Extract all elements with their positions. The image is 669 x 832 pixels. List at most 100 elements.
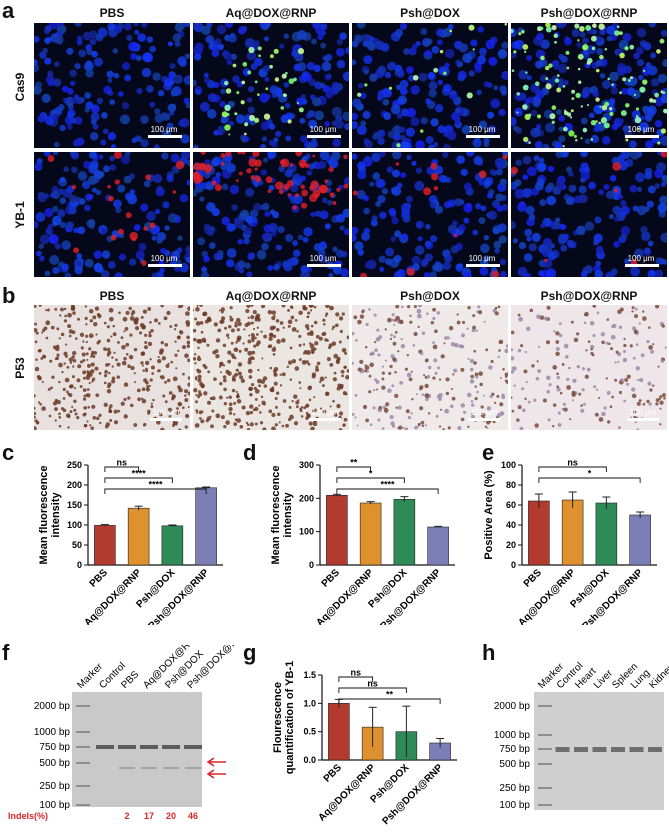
y-axis-label: Positive Area (%) (483, 470, 495, 560)
significance-label: ns (567, 458, 578, 468)
svg-text:100 μm: 100 μm (310, 125, 337, 134)
bar-3 (195, 487, 217, 566)
y-tick-label: 250 (67, 460, 82, 470)
gel-h-ladder-label: 250 bp (499, 783, 530, 794)
p53-ihc-image-3: 100 μm (511, 305, 667, 430)
col-title-pbs-b: PBS (99, 289, 125, 303)
gel-f-ladder-label: 750 bp (39, 742, 70, 753)
col-title-pshrnp-b: Psh@DOX@RNP (540, 289, 638, 303)
svg-text:100 μm: 100 μm (153, 408, 180, 417)
x-tick-label: Aq@DOX@RNP (316, 762, 377, 823)
indels-label: Indels(%) (8, 811, 48, 821)
bar-1 (127, 507, 150, 566)
x-tick-label: Aq@DOX@RNP (516, 567, 577, 625)
yb1-image-0: 100 μm (34, 152, 190, 277)
panel-label-b: b (2, 283, 16, 308)
significance-bracket (336, 466, 372, 472)
indel-value: 20 (166, 811, 176, 821)
significance-label: * (588, 469, 592, 479)
p53-ihc-image-1: 100 μm (193, 305, 349, 430)
yb1-image-2: 100 μm (352, 152, 508, 277)
x-tick-label: Aq@DOX@RNP (82, 567, 143, 625)
y-tick-label: 0 (309, 560, 314, 570)
svg-text:100 μm: 100 μm (469, 254, 496, 263)
y-tick-label: 0.0 (303, 755, 316, 765)
y-axis-label: intensity (282, 492, 294, 538)
svg-text:100 μm: 100 μm (310, 254, 337, 263)
y-tick-label: 0 (511, 560, 516, 570)
gel-f-ladder-label: 250 bp (39, 781, 70, 792)
bar-chart-e: Positive Area (%) 0 20 40 60 80 100 PBSAq@DOX@R… (483, 458, 657, 625)
x-tick-label: Aq@DOX@RNP (314, 567, 375, 625)
bar-chart-c: Mean fluorescence intensity 0 50 100 150 200 25… (38, 458, 223, 625)
significance-bracket (104, 477, 173, 483)
y-tick-label: 50 (72, 540, 82, 550)
gel-f-ladder-label: 100 bp (39, 800, 70, 811)
col-title-pshrnp-a: Psh@DOX@RNP (540, 6, 638, 20)
y-tick-label: 40 (506, 520, 516, 530)
panel-label-d: d (243, 440, 257, 465)
gel-f-band (140, 745, 158, 749)
significance-label: **** (132, 469, 147, 479)
panel-label-e: e (482, 440, 495, 465)
gel-h-ladder-label: 2000 bp (494, 701, 531, 712)
panel-label-c: c (2, 440, 15, 465)
y-tick-label: 200 (67, 480, 82, 490)
gel-f-ladder-label: 2000 bp (34, 701, 71, 712)
bar-0 (328, 703, 350, 761)
col-title-aq-b: Aq@DOX@RNP (225, 289, 317, 303)
bar-chart-g: Flourescence quantification of YB-1 0.0 0.5… (272, 661, 457, 827)
panel-label-a: a (2, 0, 15, 23)
yb1-image-3: 100 μm (511, 152, 667, 277)
significance-bracket (338, 698, 441, 704)
svg-text:100 μm: 100 μm (312, 408, 339, 417)
significance-label: ** (386, 690, 394, 700)
gel-h-band (592, 747, 607, 752)
x-tick-label: PBS (320, 567, 343, 590)
cas9-image-3: 100 μm (511, 23, 667, 148)
indel-value: 2 (124, 811, 129, 821)
gel-f-ladder-label: 500 bp (39, 758, 70, 769)
gel-h-ladder-label: 100 bp (499, 800, 530, 811)
row-label-yb1: YB-1 (13, 201, 27, 229)
arrow-icon (206, 757, 226, 767)
significance-label: ns (367, 679, 378, 689)
arrow-icon (206, 769, 226, 779)
col-title-psh-b: Psh@DOX (400, 289, 460, 303)
y-axis-label: Mean fluorescence (270, 465, 282, 564)
row-label-cas9: Cas9 (13, 72, 27, 102)
significance-label: **** (148, 480, 163, 490)
y-axis-label: Mean fluorescence (38, 465, 50, 564)
significance-bracket (104, 466, 140, 472)
y-tick-label: 300 (299, 460, 314, 470)
significance-label: ns (116, 458, 127, 468)
x-tick-label: PBS (88, 567, 111, 590)
col-title-psh-a: Psh@DOX (400, 6, 460, 20)
svg-text:100 μm: 100 μm (151, 254, 178, 263)
y-tick-label: 1.0 (303, 698, 316, 708)
gel-f-band (184, 745, 202, 749)
p53-ihc-image-2: 100 μm (352, 305, 508, 430)
y-tick-label: 100 (67, 520, 82, 530)
bar-0 (326, 495, 348, 566)
bar-chart-d: Mean fluorescence intensity 0 100 200 300 PBSA… (270, 458, 455, 625)
gel-h-ladder-label: 500 bp (499, 759, 530, 770)
gel-h-band (611, 747, 625, 752)
significance-bracket (338, 676, 374, 682)
bar-2 (595, 502, 618, 566)
indel-value: 46 (188, 811, 198, 821)
svg-text:100 μm: 100 μm (630, 408, 657, 417)
x-tick-label: Psh@DOX@RNP (380, 762, 445, 827)
gel-f-ladder-label: 1000 bp (34, 727, 71, 738)
y-tick-label: 100 (501, 460, 516, 470)
y-tick-label: 0 (77, 560, 82, 570)
col-title-aq-a: Aq@DOX@RNP (225, 6, 317, 20)
col-title-pbs-a: PBS (99, 6, 125, 20)
panel-label-h: h (482, 640, 496, 665)
significance-bracket (104, 488, 207, 494)
gel-h-band (629, 747, 644, 752)
gel-f-band (96, 745, 114, 749)
bar-3 (427, 526, 449, 566)
gel-f-background (72, 692, 202, 807)
